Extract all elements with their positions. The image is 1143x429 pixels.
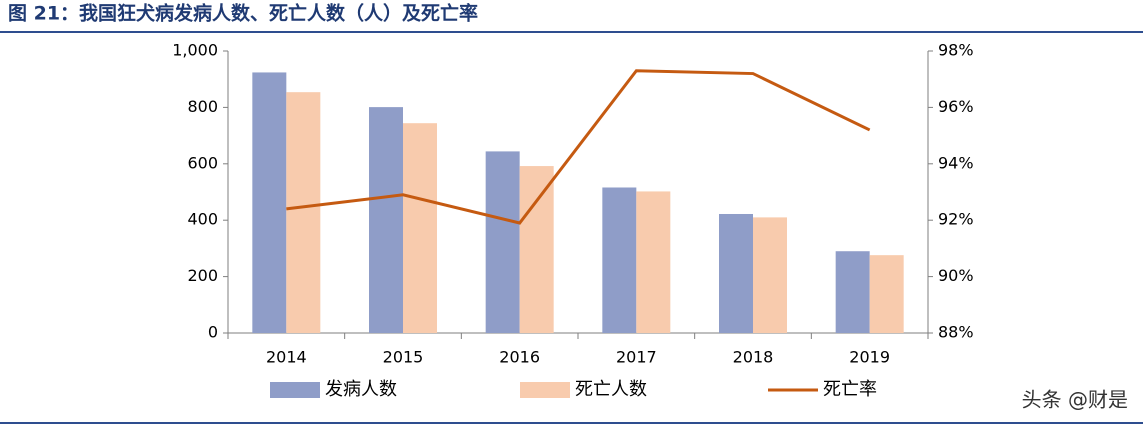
legend-swatch xyxy=(270,382,320,398)
legend-label: 死亡率 xyxy=(823,379,877,400)
y2-tick-label: 96% xyxy=(938,97,974,116)
y-tick-label: 400 xyxy=(187,210,218,229)
y-tick-label: 600 xyxy=(187,153,218,172)
bar xyxy=(519,166,554,333)
legend-label: 发病人数 xyxy=(325,379,397,400)
y2-tick-label: 98% xyxy=(938,41,974,60)
bar xyxy=(602,187,637,333)
x-tick-label: 2018 xyxy=(733,348,774,367)
chart-title: 图 21：我国狂犬病发病人数、死亡人数（人）及死亡率 xyxy=(8,2,478,25)
line xyxy=(286,69,871,225)
watermark: 头条 @财是 xyxy=(1022,388,1128,412)
bar xyxy=(719,213,753,333)
y-tick-label: 0 xyxy=(208,323,218,342)
x-tick-label: 2017 xyxy=(616,348,657,367)
y-tick-label: 200 xyxy=(187,266,218,285)
bar xyxy=(286,92,321,333)
bar xyxy=(403,123,437,333)
y2-tick-label: 92% xyxy=(938,210,974,229)
bar xyxy=(252,72,287,333)
legend-swatch xyxy=(520,382,570,398)
x-tick-label: 2016 xyxy=(499,348,540,367)
y2-tick-label: 90% xyxy=(938,266,974,285)
bar xyxy=(835,251,870,333)
y2-tick-label: 94% xyxy=(938,153,974,172)
x-tick-label: 2015 xyxy=(383,348,424,367)
bar xyxy=(753,217,787,333)
bar xyxy=(636,191,671,333)
x-tick-label: 2019 xyxy=(849,348,890,367)
y2-tick-label: 88% xyxy=(938,323,974,342)
x-tick-label: 2014 xyxy=(266,348,307,367)
bar xyxy=(369,107,403,333)
y-tick-label: 800 xyxy=(187,97,218,116)
y-tick-label: 1,000 xyxy=(172,41,218,60)
bar xyxy=(485,151,520,333)
legend-label: 死亡人数 xyxy=(575,379,647,400)
bar xyxy=(869,255,904,333)
